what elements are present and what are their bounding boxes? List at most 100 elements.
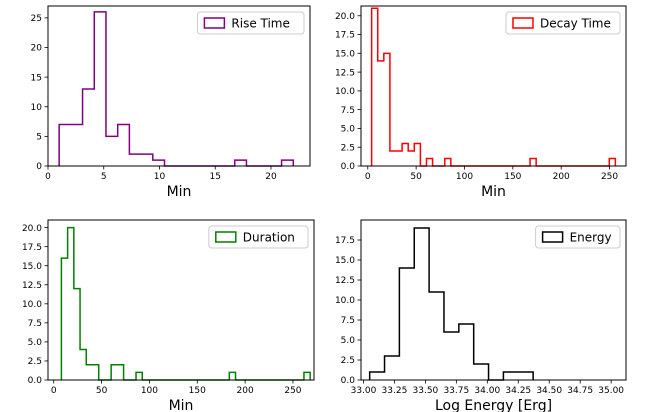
x-tick-label: 100 [141, 386, 158, 396]
x-tick-label: 33.25 [382, 386, 408, 396]
histogram-bin [445, 158, 451, 166]
histogram-bin [459, 324, 474, 380]
histogram-bin [609, 158, 615, 166]
histogram-steps [60, 226, 311, 381]
histogram-bin [444, 332, 459, 380]
histogram-bin [384, 53, 390, 166]
histogram-bin [74, 289, 80, 380]
y-tick-label: 15 [31, 73, 42, 83]
y-tick-label: 17.5 [335, 31, 355, 41]
y-tick-label: 17.5 [22, 243, 42, 253]
y-tick-label: 10 [31, 103, 43, 113]
y-tick-label: 7.5 [341, 106, 355, 116]
x-tick-label: 250 [601, 172, 618, 182]
histogram-bin [474, 364, 489, 380]
histogram-bin [83, 89, 95, 166]
histogram-bin [106, 136, 118, 166]
legend-label: Decay Time [540, 17, 611, 31]
histogram-bin [111, 365, 117, 380]
x-tick-label: 150 [189, 386, 206, 396]
legend-swatch [203, 17, 226, 29]
x-tick-label: 33.75 [443, 386, 469, 396]
x-tick-label: 34.25 [505, 386, 531, 396]
x-axis-title: Min [169, 398, 194, 412]
x-tick-label: 0 [45, 172, 51, 182]
legend-swatch [215, 231, 237, 243]
x-tick-label: 250 [284, 386, 301, 396]
x-tick-label: 34.75 [567, 386, 593, 396]
y-tick-label: 15.0 [22, 262, 42, 272]
histogram-bin [503, 372, 518, 380]
histogram-panel-4: 33.00 33.25 33.50 33.75 34.00 34.25 34.50 34.75… [335, 219, 627, 412]
x-tick-label: 34.00 [474, 386, 500, 396]
histogram-bin [408, 151, 414, 166]
histogram-bin [390, 151, 396, 166]
y-tick-label: 25 [31, 14, 42, 24]
histogram-bin [71, 125, 83, 166]
y-tick-label: 2.5 [341, 143, 355, 153]
axes-frame [47, 5, 311, 167]
histogram-bin [80, 350, 86, 380]
legend-box [505, 11, 621, 35]
histogram-bin [385, 356, 400, 380]
x-tick-label: 0 [365, 172, 371, 182]
y-tick-label: 2.5 [341, 356, 355, 366]
histogram-bin [94, 12, 106, 166]
y-tick-label: 20.0 [335, 12, 355, 22]
histogram-bin [378, 61, 384, 166]
y-tick-label: 0.0 [28, 376, 43, 386]
histogram-bin [429, 292, 444, 380]
histogram-bin [518, 372, 533, 380]
histogram-panel-3: 0 50 100 150 200 250 0.0 2.5 5.0 7.5 10.0 12.5 15.0 1… [22, 219, 315, 412]
y-tick-label: 5 [36, 133, 42, 143]
x-tick-label: 5 [101, 172, 107, 182]
histogram-bin [59, 125, 71, 166]
legend-label: Energy [570, 231, 612, 245]
x-tick-label: 150 [504, 172, 521, 182]
y-tick-label: 7.5 [341, 316, 355, 326]
y-tick-label: 0 [36, 162, 42, 172]
x-tick-label: 50 [96, 386, 108, 396]
legend-swatch [512, 17, 534, 29]
y-tick-label: 5.0 [28, 338, 43, 348]
y-tick-label: 12.5 [335, 276, 355, 286]
y-tick-label: 12.5 [22, 281, 42, 291]
x-tick-label: 10 [154, 172, 166, 182]
histogram-bin [370, 372, 385, 380]
x-tick-label: 200 [553, 172, 570, 182]
histogram-bin [414, 143, 420, 166]
histogram-bin [118, 125, 130, 166]
x-axis-title: Log Energy [Erg] [435, 398, 552, 412]
histogram-steps [58, 11, 295, 167]
histogram-bin [235, 160, 247, 166]
x-tick-label: 35.00 [598, 386, 624, 396]
axes-frame [47, 219, 315, 381]
histogram-panel-1: 0 5 10 15 20 0 5 10 15 20 25 Min Rise Time [31, 5, 311, 200]
histogram-bin [304, 372, 310, 380]
histogram-bin [396, 151, 402, 166]
x-tick-label: 100 [456, 172, 473, 182]
legend-label: Rise Time [231, 17, 290, 31]
y-tick-label: 0.0 [341, 376, 356, 386]
histogram-bin [61, 258, 67, 380]
axes-frame [360, 5, 627, 167]
y-tick-label: 10.0 [335, 296, 355, 306]
y-tick-label: 7.5 [28, 319, 42, 329]
x-tick-label: 15 [210, 172, 221, 182]
legend-label: Duration [243, 231, 295, 245]
histogram-bin [129, 154, 141, 166]
y-tick-label: 20.0 [22, 224, 42, 234]
histogram-bin [282, 160, 294, 166]
x-tick-label: 33.00 [351, 386, 377, 396]
legend-swatch [541, 231, 564, 243]
histogram-bin [372, 8, 378, 166]
y-tick-label: 2.5 [28, 357, 42, 367]
histogram-bin [426, 158, 432, 166]
y-tick-label: 5.0 [341, 336, 356, 346]
histogram-panel-2: 0 50 100 150 200 250 0.0 2.5 5.0 7.5 10.0 12.5 15.0 1… [335, 5, 627, 200]
histogram-steps [368, 227, 534, 381]
histogram-bin [92, 365, 98, 380]
x-tick-label: 50 [410, 172, 422, 182]
histogram-bin [530, 158, 536, 166]
